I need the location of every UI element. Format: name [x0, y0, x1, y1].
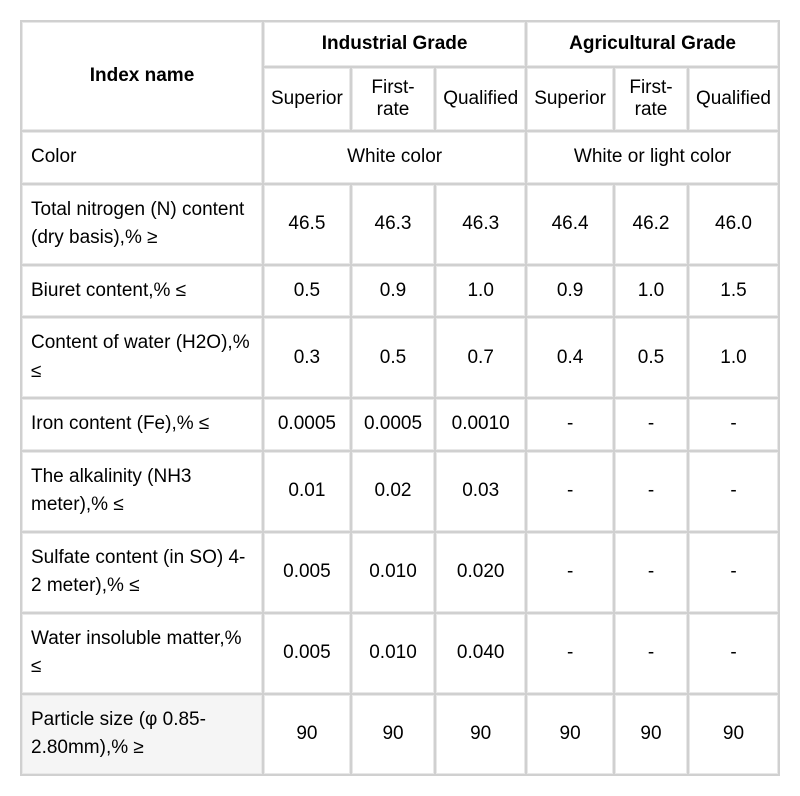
row-label-alkalinity: The alkalinity (NH3 meter),% ≤	[22, 452, 262, 531]
cell-value: 0.5	[264, 266, 350, 317]
cell-value: 0.01	[264, 452, 350, 531]
cell-value: -	[615, 399, 687, 450]
cell-value: 0.3	[264, 318, 350, 397]
header-agricultural-grade: Agricultural Grade	[527, 22, 778, 66]
cell-value: 0.005	[264, 533, 350, 612]
cell-value: 0.005	[264, 614, 350, 693]
cell-value: 90	[264, 695, 350, 774]
cell-value: 0.02	[352, 452, 434, 531]
cell-value: 0.010	[352, 533, 434, 612]
table-row-iron: Iron content (Fe),% ≤ 0.0005 0.0005 0.00…	[22, 399, 778, 450]
cell-value: 46.2	[615, 185, 687, 264]
cell-value: -	[689, 399, 778, 450]
cell-value: 46.3	[436, 185, 525, 264]
cell-value: 1.0	[436, 266, 525, 317]
cell-value: 90	[527, 695, 613, 774]
cell-value: 46.0	[689, 185, 778, 264]
table-row-biuret: Biuret content,% ≤ 0.5 0.9 1.0 0.9 1.0 1…	[22, 266, 778, 317]
specifications-table: Index name Industrial Grade Agricultural…	[20, 20, 780, 776]
cell-value: 0.0010	[436, 399, 525, 450]
cell-value: 1.0	[689, 318, 778, 397]
subheader-agricultural-firstrate: First-rate	[615, 68, 687, 130]
table-row-alkalinity: The alkalinity (NH3 meter),% ≤ 0.01 0.02…	[22, 452, 778, 531]
table-row-sulfate: Sulfate content (in SO) 4-2 meter),% ≤ 0…	[22, 533, 778, 612]
cell-value: -	[527, 533, 613, 612]
row-label-color: Color	[22, 132, 262, 183]
cell-value: 0.4	[527, 318, 613, 397]
row-label-sulfate: Sulfate content (in SO) 4-2 meter),% ≤	[22, 533, 262, 612]
cell-value: 90	[436, 695, 525, 774]
cell-value: 0.9	[352, 266, 434, 317]
table-row-particle: Particle size (φ 0.85-2.80mm),% ≥ 90 90 …	[22, 695, 778, 774]
cell-value: 0.040	[436, 614, 525, 693]
cell-value: 90	[352, 695, 434, 774]
cell-value: -	[527, 614, 613, 693]
cell-value: 1.0	[615, 266, 687, 317]
cell-color-agricultural: White or light color	[527, 132, 778, 183]
cell-value: -	[615, 452, 687, 531]
table-row-color: Color White color White or light color	[22, 132, 778, 183]
subheader-agricultural-qualified: Qualified	[689, 68, 778, 130]
cell-value: 0.03	[436, 452, 525, 531]
cell-value: 0.7	[436, 318, 525, 397]
cell-value: -	[527, 452, 613, 531]
row-label-nitrogen: Total nitrogen (N) content (dry basis),%…	[22, 185, 262, 264]
row-label-insoluble: Water insoluble matter,% ≤	[22, 614, 262, 693]
row-label-particle: Particle size (φ 0.85-2.80mm),% ≥	[22, 695, 262, 774]
cell-value: -	[689, 452, 778, 531]
header-industrial-grade: Industrial Grade	[264, 22, 525, 66]
cell-value: 46.5	[264, 185, 350, 264]
header-index-name: Index name	[22, 22, 262, 130]
cell-value: 1.5	[689, 266, 778, 317]
row-label-water: Content of water (H2O),% ≤	[22, 318, 262, 397]
cell-value: 90	[615, 695, 687, 774]
cell-value: 0.0005	[264, 399, 350, 450]
subheader-agricultural-superior: Superior	[527, 68, 613, 130]
cell-value: 0.5	[615, 318, 687, 397]
row-label-biuret: Biuret content,% ≤	[22, 266, 262, 317]
cell-value: -	[527, 399, 613, 450]
table-row-water: Content of water (H2O),% ≤ 0.3 0.5 0.7 0…	[22, 318, 778, 397]
subheader-industrial-superior: Superior	[264, 68, 350, 130]
cell-value: -	[689, 614, 778, 693]
table-row-nitrogen: Total nitrogen (N) content (dry basis),%…	[22, 185, 778, 264]
cell-value: 0.010	[352, 614, 434, 693]
subheader-industrial-qualified: Qualified	[436, 68, 525, 130]
row-label-iron: Iron content (Fe),% ≤	[22, 399, 262, 450]
cell-value: -	[615, 614, 687, 693]
cell-value: 0.9	[527, 266, 613, 317]
cell-value: -	[615, 533, 687, 612]
cell-value: 0.0005	[352, 399, 434, 450]
cell-value: 46.3	[352, 185, 434, 264]
cell-value: 90	[689, 695, 778, 774]
cell-value: -	[689, 533, 778, 612]
cell-value: 0.020	[436, 533, 525, 612]
table-row-insoluble: Water insoluble matter,% ≤ 0.005 0.010 0…	[22, 614, 778, 693]
subheader-industrial-firstrate: First-rate	[352, 68, 434, 130]
cell-value: 0.5	[352, 318, 434, 397]
cell-color-industrial: White color	[264, 132, 525, 183]
cell-value: 46.4	[527, 185, 613, 264]
